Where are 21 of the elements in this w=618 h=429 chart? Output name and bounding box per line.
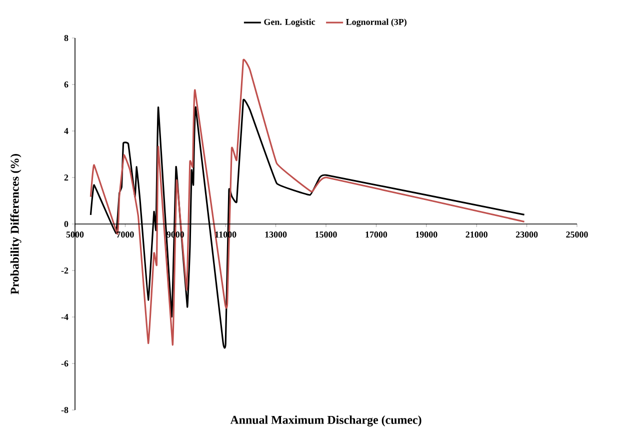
legend-label: Gen. Logistic: [264, 18, 316, 27]
x-tick-label: 13000: [265, 232, 287, 238]
y-tick-label: 8: [64, 34, 68, 42]
legend-label: Lognormal (3P): [346, 18, 406, 27]
x-tick-label: 23000: [516, 232, 538, 238]
y-tick-label: 6: [64, 81, 68, 88]
y-tick-label: -2: [61, 268, 68, 274]
y-tick-label: -6: [61, 360, 68, 367]
x-tick-label: 17000: [366, 232, 388, 238]
y-tick-label: 4: [64, 128, 68, 134]
x-tick-label: 19000: [416, 232, 438, 238]
x-tick-label: 7000: [116, 232, 134, 238]
y-tick-label: -4: [61, 314, 68, 320]
y-tick-label: 0: [64, 220, 68, 228]
x-axis-title: Annual Maximum Discharge (cumec): [230, 416, 422, 426]
y-tick-label: -8: [61, 406, 68, 414]
x-tick-label: 25000: [566, 232, 588, 238]
y-axis-title: Probability Differences (%): [10, 154, 22, 294]
x-tick-label: 15000: [316, 232, 337, 238]
x-tick-label: 21000: [466, 232, 488, 238]
y-tick-label: 2: [64, 174, 68, 180]
